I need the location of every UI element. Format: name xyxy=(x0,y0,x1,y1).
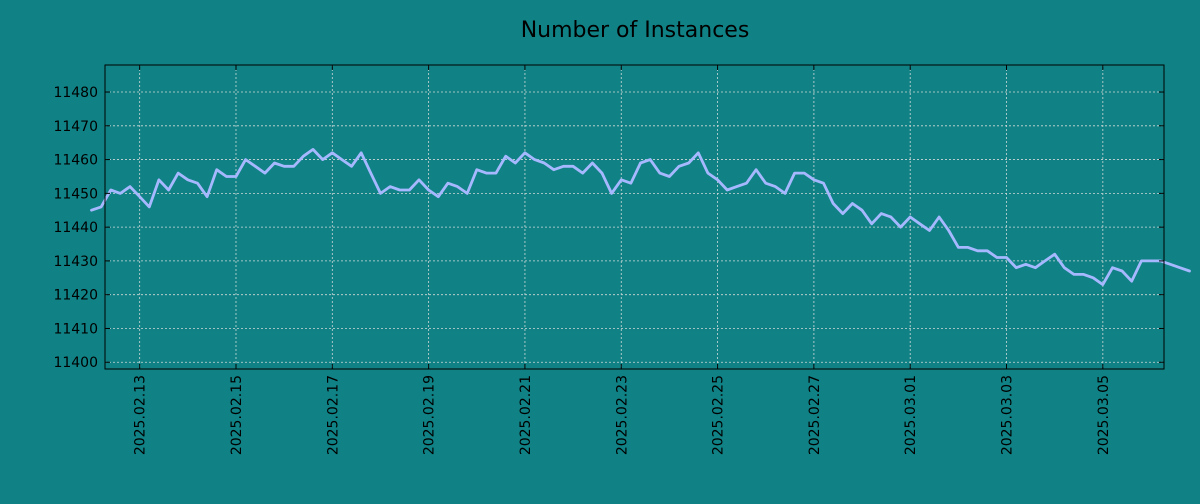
x-tick-label: 2025.03.01 xyxy=(903,375,919,455)
y-tick-label: 11420 xyxy=(53,288,98,304)
plot-frame xyxy=(104,64,1165,370)
y-tick-label: 11440 xyxy=(53,220,98,236)
x-tick-label: 2025.03.03 xyxy=(1000,375,1016,455)
x-tick-label: 2025.02.15 xyxy=(229,375,245,455)
y-tick-label: 11430 xyxy=(53,254,98,270)
y-tick-label: 11470 xyxy=(53,119,98,135)
y-axis: 11400 11410 11420 11430 11440 11450 11460 11470… xyxy=(53,85,1164,371)
x-tick-label: 2025.03.05 xyxy=(1096,375,1112,455)
series-layer xyxy=(90,147,1191,287)
x-axis: 2025.02.13 2025.02.15 2025.02.17 2025.02.19… xyxy=(133,65,1112,455)
x-tick-label: 2025.02.19 xyxy=(422,375,438,455)
plot-border xyxy=(104,64,1165,370)
x-tick-label: 2025.02.25 xyxy=(711,375,727,455)
x-tick-label: 2025.02.13 xyxy=(133,375,149,455)
grid xyxy=(105,65,1164,369)
x-tick-label: 2025.02.21 xyxy=(518,375,534,455)
series-line xyxy=(90,147,1191,287)
y-tick-label: 11410 xyxy=(53,321,98,337)
y-tick-label: 11460 xyxy=(53,153,98,169)
chart-title: Number of Instances xyxy=(521,18,750,43)
y-tick-label: 11480 xyxy=(53,85,98,101)
x-tick-label: 2025.02.23 xyxy=(614,375,630,455)
x-tick-label: 2025.02.27 xyxy=(807,375,823,455)
x-tick-label: 2025.02.17 xyxy=(325,375,341,455)
y-tick-label: 11450 xyxy=(53,186,98,202)
y-tick-label: 11400 xyxy=(53,355,98,371)
